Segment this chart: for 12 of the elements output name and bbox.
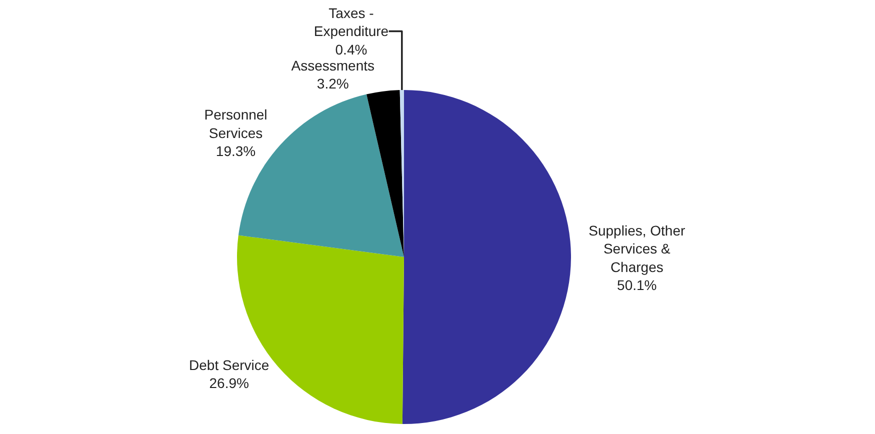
data-label: 0.4%: [335, 41, 368, 58]
pie-slice: [366, 90, 404, 257]
slice-label: Debt Service: [189, 356, 270, 373]
data-label: 3.2%: [316, 76, 349, 92]
data-label: 26.9%: [209, 375, 249, 391]
slice-label: Supplies, Other Services & Charges: [588, 222, 686, 275]
slice-label: Taxes - Expenditure: [314, 4, 389, 40]
slice-label: Assessments: [291, 57, 374, 74]
data-label: 50.1%: [617, 277, 657, 294]
slice-label: Personnel Services: [204, 106, 268, 141]
pie-slice: [402, 90, 571, 424]
data-label: 19.3%: [216, 143, 256, 160]
